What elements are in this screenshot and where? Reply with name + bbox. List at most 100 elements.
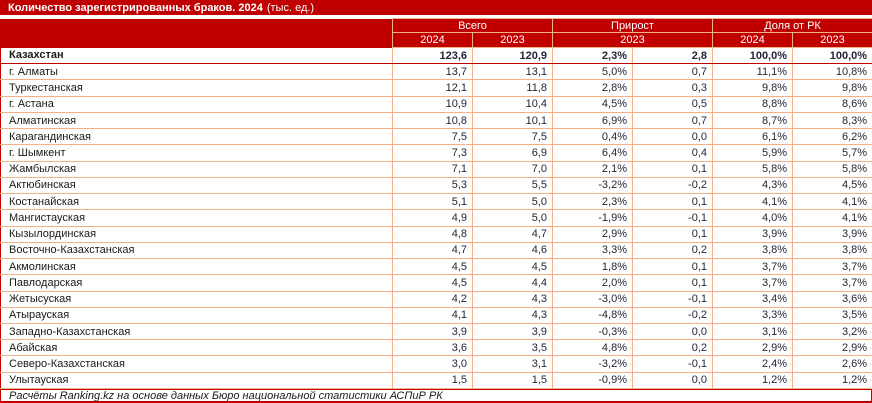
- growth-pct-value: -3,2%: [552, 177, 633, 195]
- share-2024-value: 5,9%: [712, 144, 794, 162]
- total-2023-value: 7,5: [472, 128, 553, 146]
- total-2023-value: 7,0: [472, 161, 553, 178]
- region-name: Карагандинская: [0, 128, 393, 146]
- total-2024-value: 12,1: [392, 79, 473, 97]
- share-2023-value: 10,8%: [792, 63, 872, 81]
- growth-pct-value: 3,3%: [552, 242, 633, 260]
- year-header-total-2023: 2023: [472, 32, 553, 48]
- region-name: Казахстан: [0, 47, 393, 65]
- table-row: Восточно-Казахстанская 4,7 4,6 3,3% 0,2 …: [0, 242, 872, 260]
- total-2023-value: 11,8: [472, 79, 553, 97]
- table-row: Туркестанская 12,1 11,8 2,8% 0,3 9,8% 9,…: [0, 79, 872, 97]
- table-row: Костанайская 5,1 5,0 2,3% 0,1 4,1% 4,1%: [0, 193, 872, 211]
- table-row: Абайская 3,6 3,5 4,8% 0,2 2,9% 2,9%: [0, 339, 872, 357]
- growth-pct-value: 2,8%: [552, 79, 633, 97]
- region-name: г. Астана: [0, 96, 393, 113]
- region-name: г. Алматы: [0, 63, 393, 81]
- year-header-share-2024: 2024: [712, 32, 794, 48]
- growth-abs-value: 0,4: [632, 144, 714, 162]
- total-2023-value: 3,5: [472, 339, 553, 357]
- share-2024-value: 3,4%: [712, 291, 794, 308]
- share-2024-value: 4,0%: [712, 209, 794, 227]
- table-row: г. Алматы 13,7 13,1 5,0% 0,7 11,1% 10,8%: [0, 63, 872, 81]
- total-2024-value: 7,5: [392, 128, 473, 146]
- total-2023-value: 4,3: [472, 291, 553, 308]
- share-2024-value: 3,9%: [712, 226, 794, 243]
- table-row: Жамбылская 7,1 7,0 2,1% 0,1 5,8% 5,8%: [0, 161, 872, 178]
- total-2024-value: 4,5: [392, 258, 473, 276]
- region-name: Кызылординская: [0, 226, 393, 243]
- total-2024-value: 10,8: [392, 112, 473, 130]
- total-2024-value: 4,2: [392, 291, 473, 308]
- total-2023-value: 10,1: [472, 112, 553, 130]
- table-row: Жетысуская 4,2 4,3 -3,0% -0,1 3,4% 3,6%: [0, 291, 872, 308]
- total-2024-value: 5,3: [392, 177, 473, 195]
- total-2023-value: 6,9: [472, 144, 553, 162]
- table-title-bar: Количество зарегистрированных браков. 20…: [0, 0, 872, 15]
- growth-pct-value: 2,1%: [552, 161, 633, 178]
- table-row: Карагандинская 7,5 7,5 0,4% 0,0 6,1% 6,2…: [0, 128, 872, 146]
- data-table: Всего Прирост Доля от РК 2024 2023 2023 …: [0, 18, 872, 390]
- table-row: Павлодарская 4,5 4,4 2,0% 0,1 3,7% 3,7%: [0, 274, 872, 292]
- region-name: Костанайская: [0, 193, 393, 211]
- total-2024-value: 4,5: [392, 274, 473, 292]
- share-2024-value: 5,8%: [712, 161, 794, 178]
- share-2023-value: 4,1%: [792, 193, 872, 211]
- region-name: Западно-Казахстанская: [0, 323, 393, 341]
- total-2023-value: 5,5: [472, 177, 553, 195]
- share-2023-value: 8,6%: [792, 96, 872, 113]
- share-2024-value: 4,1%: [712, 193, 794, 211]
- growth-abs-value: 0,1: [632, 226, 714, 243]
- total-2023-value: 4,6: [472, 242, 553, 260]
- share-2023-value: 8,3%: [792, 112, 872, 130]
- growth-pct-value: -1,9%: [552, 209, 633, 227]
- total-2023-value: 13,1: [472, 63, 553, 81]
- total-2023-value: 5,0: [472, 209, 553, 227]
- share-2023-value: 100,0%: [792, 47, 872, 65]
- growth-abs-value: 0,2: [632, 339, 714, 357]
- total-2023-value: 4,4: [472, 274, 553, 292]
- growth-pct-value: -4,8%: [552, 307, 633, 324]
- share-2024-value: 8,7%: [712, 112, 794, 130]
- region-name: Акмолинская: [0, 258, 393, 276]
- share-2023-value: 4,5%: [792, 177, 872, 195]
- share-2023-value: 3,6%: [792, 291, 872, 308]
- title-separator: [0, 15, 872, 18]
- growth-pct-value: 2,3%: [552, 47, 633, 65]
- year-header-share-2023: 2023: [792, 32, 872, 48]
- total-2023-value: 5,0: [472, 193, 553, 211]
- growth-abs-value: 0,7: [632, 112, 714, 130]
- total-2024-value: 4,8: [392, 226, 473, 243]
- growth-abs-value: 0,1: [632, 161, 714, 178]
- growth-pct-value: -3,0%: [552, 291, 633, 308]
- growth-abs-value: 0,2: [632, 242, 714, 260]
- share-2023-value: 1,2%: [792, 372, 872, 390]
- region-name: Атырауская: [0, 307, 393, 324]
- total-2024-value: 5,1: [392, 193, 473, 211]
- total-2024-value: 7,3: [392, 144, 473, 162]
- share-2024-value: 2,4%: [712, 355, 794, 373]
- header-group-row: Всего Прирост Доля от РК: [0, 18, 872, 48]
- share-2024-value: 3,1%: [712, 323, 794, 341]
- growth-abs-value: 0,0: [632, 128, 714, 146]
- region-name: Абайская: [0, 339, 393, 357]
- total-2023-value: 4,5: [472, 258, 553, 276]
- growth-abs-value: 0,1: [632, 274, 714, 292]
- total-2024-value: 123,6: [392, 47, 473, 65]
- total-2024-value: 4,9: [392, 209, 473, 227]
- share-2023-value: 6,2%: [792, 128, 872, 146]
- total-2023-value: 3,1: [472, 355, 553, 373]
- growth-abs-value: 0,0: [632, 323, 714, 341]
- growth-pct-value: -0,3%: [552, 323, 633, 341]
- region-name: Восточно-Казахстанская: [0, 242, 393, 260]
- table-title: Количество зарегистрированных браков. 20…: [8, 1, 263, 14]
- table-row: г. Шымкент 7,3 6,9 6,4% 0,4 5,9% 5,7%: [0, 144, 872, 162]
- total-2024-value: 4,7: [392, 242, 473, 260]
- growth-pct-value: 1,8%: [552, 258, 633, 276]
- growth-pct-value: 6,9%: [552, 112, 633, 130]
- region-name: Павлодарская: [0, 274, 393, 292]
- growth-pct-value: -0,9%: [552, 372, 633, 390]
- table-row: Мангистауская 4,9 5,0 -1,9% -0,1 4,0% 4,…: [0, 209, 872, 227]
- total-2023-value: 120,9: [472, 47, 553, 65]
- share-2024-value: 1,2%: [712, 372, 794, 390]
